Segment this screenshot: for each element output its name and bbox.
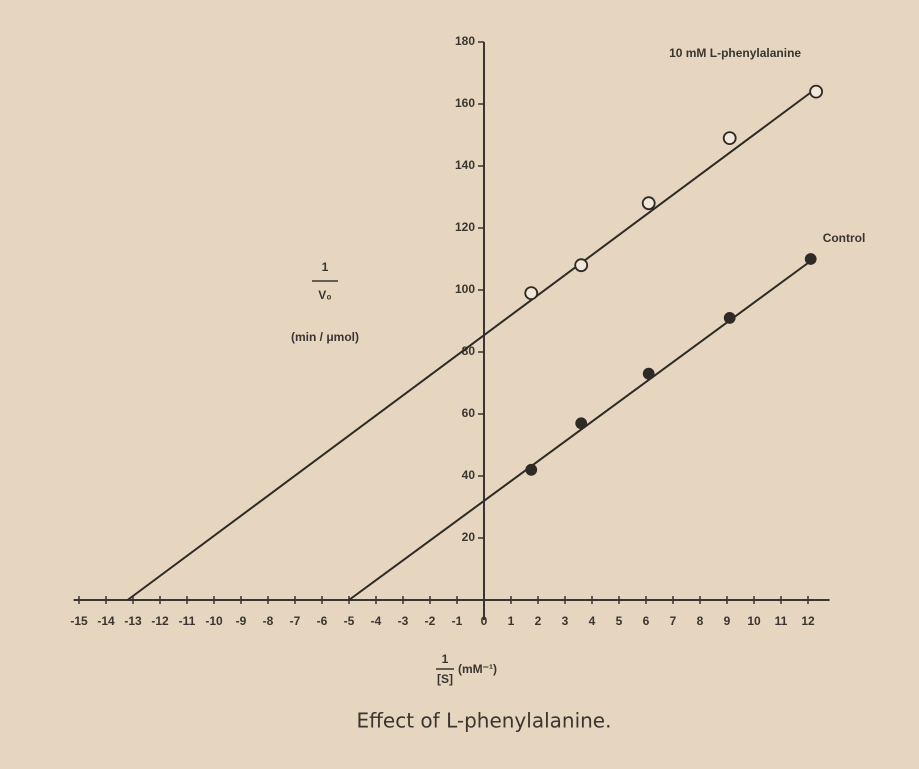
y-tick-label: 100 bbox=[455, 282, 475, 296]
x-tick-label: 3 bbox=[562, 614, 569, 628]
y-tick-label: 60 bbox=[462, 406, 476, 420]
x-tick-label: 5 bbox=[616, 614, 623, 628]
y-label-units: (min / μmol) bbox=[291, 330, 359, 344]
x-tick-label: -13 bbox=[124, 614, 142, 628]
x-tick-label: -3 bbox=[398, 614, 409, 628]
point bbox=[642, 367, 655, 380]
x-tick-label: -15 bbox=[70, 614, 88, 628]
y-tick-label: 40 bbox=[462, 468, 476, 482]
x-tick-label: 7 bbox=[670, 614, 677, 628]
point bbox=[575, 417, 588, 430]
x-tick-label: -10 bbox=[205, 614, 223, 628]
x-tick-label: -6 bbox=[317, 614, 328, 628]
fit-line bbox=[127, 87, 817, 601]
y-label-denominator: V₀ bbox=[318, 288, 331, 302]
x-tick-label: 10 bbox=[747, 614, 761, 628]
y-tick-label: 140 bbox=[455, 158, 475, 172]
x-tick-label: 2 bbox=[535, 614, 542, 628]
point bbox=[524, 286, 539, 301]
x-tick-label: 9 bbox=[724, 614, 731, 628]
x-tick-label: 6 bbox=[643, 614, 650, 628]
y-tick-label: 20 bbox=[462, 530, 476, 544]
x-tick-label: -9 bbox=[236, 614, 247, 628]
x-label-denominator: [S] bbox=[437, 672, 453, 686]
x-tick-label: -2 bbox=[425, 614, 436, 628]
y-tick-label: 80 bbox=[462, 344, 476, 358]
point bbox=[525, 463, 538, 476]
x-label-numerator: 1 bbox=[442, 652, 449, 666]
x-tick-label: -14 bbox=[97, 614, 115, 628]
point bbox=[722, 131, 737, 146]
y-tick-label: 180 bbox=[455, 34, 475, 48]
series-label: 10 mM L-phenylalanine bbox=[669, 46, 801, 60]
x-tick-label: -7 bbox=[290, 614, 301, 628]
x-tick-label: -5 bbox=[344, 614, 355, 628]
x-label-units: (mM⁻¹) bbox=[458, 662, 497, 676]
x-tick-label: 8 bbox=[697, 614, 704, 628]
x-tick-label: -8 bbox=[263, 614, 274, 628]
series-label: Control bbox=[823, 231, 866, 245]
point bbox=[641, 196, 656, 211]
y-tick-label: 120 bbox=[455, 220, 475, 234]
x-tick-label: 1 bbox=[508, 614, 515, 628]
point bbox=[723, 311, 736, 324]
y-label-numerator: 1 bbox=[322, 260, 329, 274]
x-tick-label: 0 bbox=[481, 614, 488, 628]
x-tick-label: -11 bbox=[179, 614, 196, 628]
point bbox=[574, 258, 589, 273]
x-tick-label: -4 bbox=[371, 614, 382, 628]
point bbox=[804, 253, 817, 265]
y-tick-label: 160 bbox=[455, 96, 475, 110]
point bbox=[809, 84, 823, 99]
x-tick-label: 12 bbox=[801, 614, 815, 628]
x-tick-label: 11 bbox=[775, 614, 788, 628]
x-tick-label: -12 bbox=[151, 614, 169, 628]
fit-line bbox=[348, 258, 814, 601]
x-tick-label: -1 bbox=[452, 614, 463, 628]
x-tick-label: 4 bbox=[589, 614, 596, 628]
caption: Effect of L-phenylalanine. bbox=[357, 709, 612, 733]
